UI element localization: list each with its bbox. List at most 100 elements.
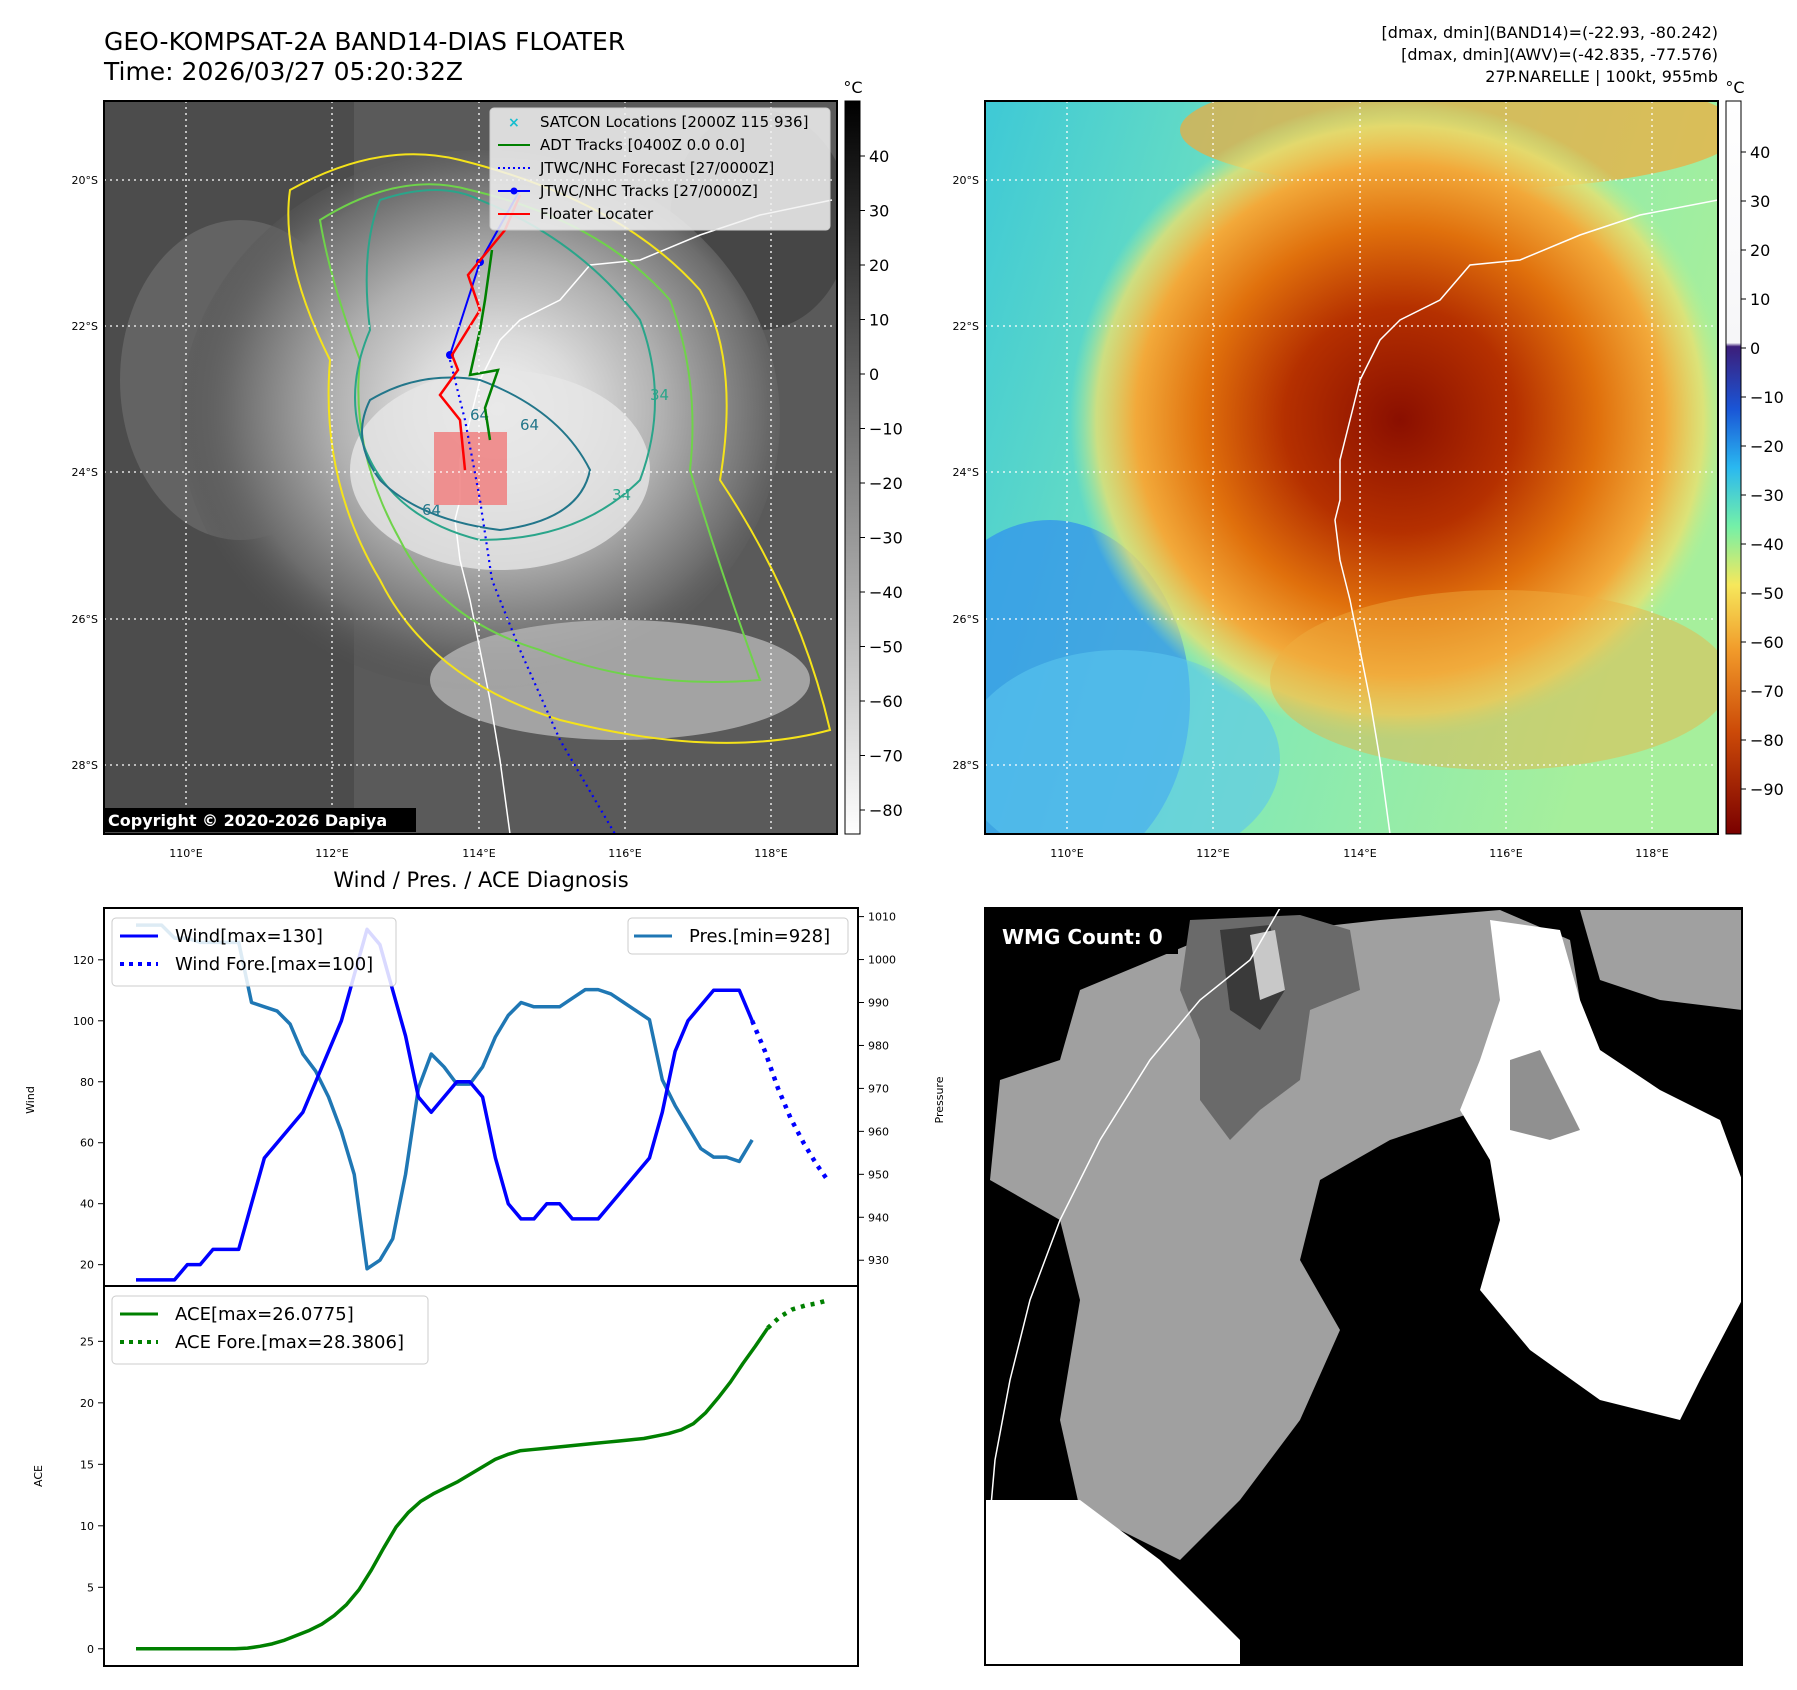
color-colorbar-tick-label: −30 [1750,486,1784,505]
wind-legend-label: Wind[max=130] [175,926,323,947]
gray-colorbar-tick-label: 40 [869,147,889,166]
lon-label: 112°E [1196,847,1229,860]
ace-legend-label: ACE[max=26.0775] [175,1304,354,1325]
ace-line [136,1327,770,1651]
ir-coastline [454,199,833,834]
wind-fore-legend-label: Wind Fore.[max=100] [175,954,373,975]
legend-label: ADT Tracks [0400Z 0.0 0.0] [540,136,745,154]
color-colorbar-tick-label: 40 [1750,143,1770,162]
lat-label: 26°S [72,613,98,626]
wind-tick-label: 40 [80,1198,94,1211]
ace-chart: 0 5 10 15 20 25 ACE ACE[max=26.0775] ACE Fore… [32,1285,859,1667]
copyright-text: Copyright © 2020-2026 Dapiya [108,811,387,830]
lon-label: 110°E [1050,847,1083,860]
pressure-tick-label: 990 [868,997,889,1010]
wmg-white-bottom-left [985,1500,1240,1665]
color-colorbar-tick-label: −90 [1750,780,1784,799]
jtwc-forecast-track [448,359,616,834]
wmg-light-gray-region [990,910,1580,1560]
contour-dark-teal [361,376,592,532]
wmg-panel: WMG Count: 0 [984,907,1743,1666]
wind-tick-label: 80 [80,1076,94,1089]
pres-legend-label: Pres.[min=928] [689,926,830,947]
pres-legend-box [627,917,849,955]
wmg-gray-topright [1580,910,1742,1010]
legend-label: SATCON Locations [2000Z 115 936] [540,113,808,131]
lon-label: 118°E [1635,847,1668,860]
ace-axis-label: ACE [32,1465,45,1487]
lat-label: 24°S [953,466,979,479]
ir-lon-labels: 110°E 112°E 114°E 116°E 118°E [169,847,787,860]
pressure-tick-label: 980 [868,1039,889,1052]
wind-pres-chart: 20 40 60 80 100 120 930 940 950 960 970 980 990 1000… [24,907,946,1287]
color-colorbar-tick-label: −70 [1750,682,1784,701]
legend-marker: × [508,115,520,131]
lat-label: 20°S [953,174,979,187]
ace-fore-legend-label: ACE Fore.[max=28.3806] [175,1332,404,1353]
gray-colorbar-tick-label: −70 [869,747,903,766]
dvorak-map [984,100,1719,835]
gray-colorbar-tick-label: −80 [869,801,903,820]
wind-tick-label: 60 [80,1137,94,1150]
ace-legend-box [111,1295,429,1365]
lat-label: 20°S [72,174,98,187]
color-colorbar-tick-label: −80 [1750,731,1784,750]
ace-tick-label: 5 [87,1581,94,1594]
wind-forecast-line [750,1019,832,1184]
lon-label: 116°E [608,847,641,860]
gray-colorbar-tick-label: 20 [869,256,889,275]
legend-label: JTWC/NHC Tracks [27/0000Z] [539,182,758,200]
gray-colorbar-tick-label: −40 [869,583,903,602]
gray-colorbar: °C 40 30 20 10 0 −10 −20 −30 −40 −50 −60 −70 −80 [843,78,903,835]
gray-colorbar-tick-label: −10 [869,420,903,439]
ace-forecast-line [766,1297,831,1330]
lat-label: 28°S [953,759,979,772]
color-colorbar-tick-label: 0 [1750,339,1760,358]
color-colorbar-unit: °C [1725,78,1744,97]
gray-colorbar-unit: °C [843,78,862,97]
lon-label: 112°E [315,847,348,860]
gray-colorbar-tick-label: −30 [869,529,903,548]
pressure-tick-label: 1010 [868,911,896,924]
color-colorbar: °C 40 30 20 10 0 −10 −20 −30 −40 −50 −60 −70 −80 −90 [1725,78,1784,835]
color-colorbar-tick-label: −50 [1750,584,1784,603]
gray-colorbar-tick-label: 0 [869,365,879,384]
color-colorbar-tick-label: 10 [1750,290,1770,309]
wmg-count: WMG Count: 0 [1002,925,1163,949]
floater-locater-box [434,432,507,505]
dmax-band14: [dmax, dmin](BAND14)=(-22.93, -80.242) [1382,23,1718,42]
diagnosis-title: Wind / Pres. / ACE Diagnosis [333,868,628,892]
chart-title: GEO-KOMPSAT-2A BAND14-DIAS FLOATER [104,27,625,56]
dv-gridlines [985,101,1718,834]
color-colorbar-tick-label: −60 [1750,633,1784,652]
ace-tick-label: 10 [80,1520,94,1533]
ir-gridlines [104,101,837,834]
legend-label: Floater Locater [540,205,654,223]
wmg-white-region [1460,920,1742,1420]
lat-label: 28°S [72,759,98,772]
wmg-coastline [987,908,1281,1541]
lon-label: 114°E [462,847,495,860]
legend-marker [510,187,518,195]
color-colorbar-tick-label: 30 [1750,192,1770,211]
lat-label: 24°S [72,466,98,479]
lon-label: 110°E [169,847,202,860]
wind-axis-label: Wind [24,1086,37,1114]
ace-tick-label: 25 [80,1335,94,1348]
chart-time: Time: 2026/03/27 05:20:32Z [103,57,463,86]
pressure-tick-label: 960 [868,1125,889,1138]
wind-tick-label: 120 [73,954,94,967]
dmax-awv: [dmax, dmin](AWV)=(-42.835, -77.576) [1401,45,1718,64]
contour-label-64a: 64 [422,501,441,519]
lon-label: 114°E [1343,847,1376,860]
pressure-tick-label: 940 [868,1211,889,1224]
wind-line [136,927,754,1282]
gray-colorbar-tick-label: −60 [869,692,903,711]
floater-locater-track [438,194,522,471]
legend-label: JTWC/NHC Forecast [27/0000Z] [539,159,774,177]
wind-tick-label: 100 [73,1015,94,1028]
wmg-count-box [994,920,1178,954]
lat-label: 22°S [953,320,979,333]
dv-lon-labels: 110°E 112°E 114°E 116°E 118°E [1050,847,1668,860]
wmg-top-region [1250,930,1285,1000]
